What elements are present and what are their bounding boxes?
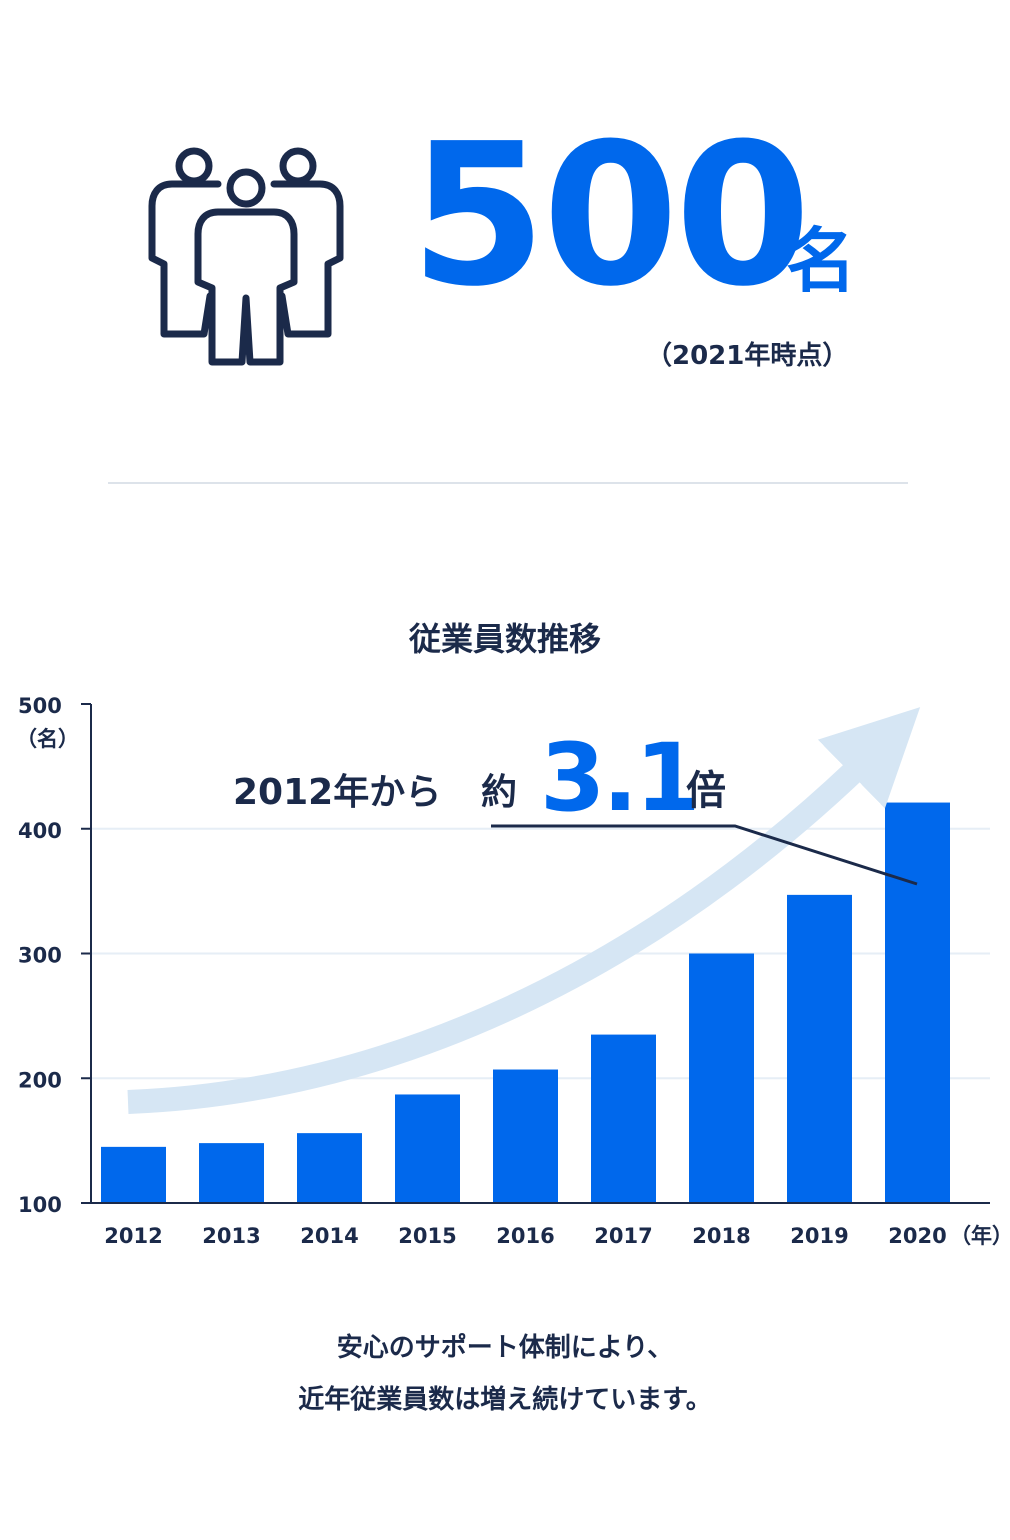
- annotation-value: 3.1: [540, 724, 698, 833]
- bar-2012: [101, 1146, 166, 1203]
- people-group-icon: [146, 146, 346, 368]
- footer-line-1: 安心のサポート体制により、: [336, 1333, 674, 1363]
- as-of-note: （2021年時点）: [646, 341, 849, 371]
- divider: [108, 482, 908, 484]
- footer-message: 安心のサポート体制により、 近年従業員数は増え続けています。: [0, 1322, 1010, 1426]
- footer-line-2: 近年従業員数は増え続けています。: [298, 1385, 712, 1415]
- bar-2018: [689, 953, 754, 1203]
- annotation-suffix: 倍: [686, 768, 726, 814]
- x-tick-label: 2017: [594, 1224, 652, 1248]
- bar-2016: [493, 1069, 558, 1203]
- y-tick-label: 300: [18, 944, 62, 968]
- x-axis-unit-label: （年）: [950, 1224, 1010, 1248]
- employee-count-value: 500: [410, 102, 811, 330]
- x-tick-label: 2020: [888, 1224, 946, 1248]
- x-tick-label: 2016: [496, 1224, 554, 1248]
- bar-2015: [395, 1094, 460, 1203]
- bar-2013: [199, 1143, 264, 1203]
- x-tick-label: 2015: [398, 1224, 456, 1248]
- bar-2019: [787, 894, 852, 1203]
- y-tick-label: 200: [18, 1068, 62, 1092]
- chart-title: 従業員数推移: [408, 620, 601, 658]
- y-axis-unit-label: （名）: [16, 727, 79, 751]
- annotation-leader-line: [491, 824, 918, 886]
- bar-2017: [591, 1034, 656, 1203]
- growth-arrow: [127, 707, 921, 1114]
- x-tick-label: 2013: [202, 1224, 260, 1248]
- x-tick-label: 2014: [300, 1224, 358, 1248]
- y-tick-label: 400: [18, 819, 62, 843]
- annotation-approx: 約: [481, 772, 517, 813]
- x-tick-label: 2012: [104, 1224, 162, 1248]
- bar-2014: [297, 1133, 362, 1203]
- employee-bar-chart: 100 200 300 400 500 （名） 2012 2013 2014 2015 2016 20…: [0, 680, 1010, 1260]
- employee-count-unit: 名: [786, 220, 856, 302]
- y-tick-label: 100: [18, 1193, 62, 1217]
- y-tick-label: 500: [18, 694, 62, 718]
- bar-2020: [885, 802, 950, 1203]
- annotation-prefix: 2012年から: [233, 772, 441, 813]
- x-tick-label: 2019: [790, 1224, 848, 1248]
- x-tick-label: 2018: [692, 1224, 750, 1248]
